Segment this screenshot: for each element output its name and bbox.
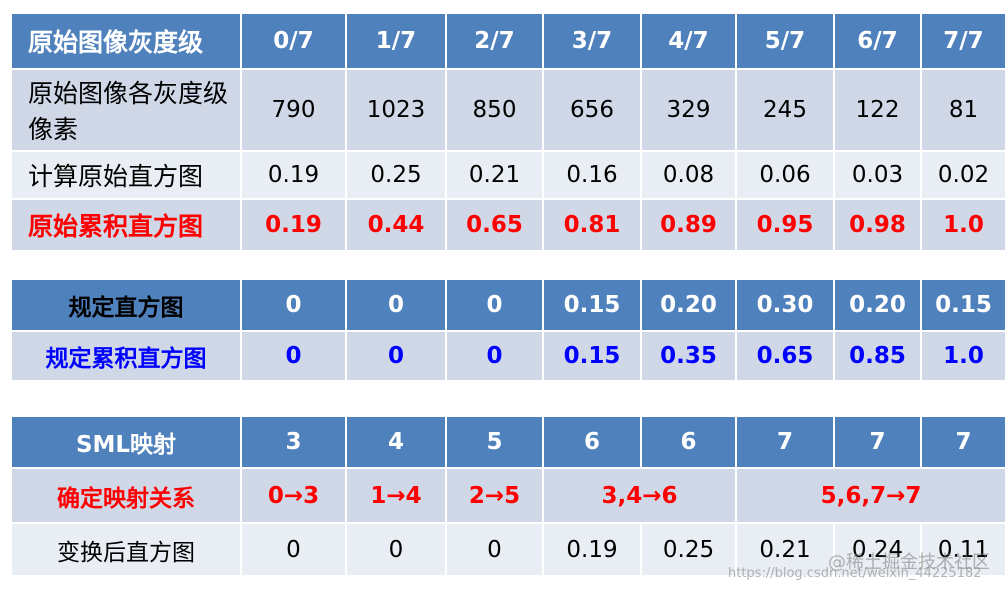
cell: 0 bbox=[240, 330, 347, 382]
cell: 0.21 bbox=[735, 522, 835, 577]
cell: 0.08 bbox=[640, 150, 737, 200]
cell: 0.98 bbox=[833, 198, 922, 252]
table: SML映射 3 4 5 6 6 7 7 7 确定映射关系 0→3 1→4 2→5 3,4→6 5,6,7→7… bbox=[10, 415, 1007, 577]
cell: 0.95 bbox=[735, 198, 835, 252]
cell: 0.15 bbox=[542, 278, 642, 332]
row-label: 原始图像各灰度级像素 bbox=[10, 68, 242, 152]
cell: 0.20 bbox=[640, 278, 737, 332]
cell: 4 bbox=[345, 415, 447, 469]
cell: 4/7 bbox=[640, 12, 737, 70]
cell: 7 bbox=[833, 415, 922, 469]
cell: 7 bbox=[920, 415, 1007, 469]
header-row: 原始图像灰度级 0/7 1/7 2/7 3/7 4/7 5/7 6/7 7/7 bbox=[10, 12, 1007, 70]
cell: 0.35 bbox=[640, 330, 737, 382]
row: 原始图像各灰度级像素 790 1023 850 656 329 245 122 81 bbox=[10, 68, 1007, 152]
cell: 0 bbox=[445, 522, 544, 577]
row-label: 计算原始直方图 bbox=[10, 150, 242, 200]
cell: 656 bbox=[542, 68, 642, 152]
cell: 0.20 bbox=[833, 278, 922, 332]
cell: 3,4→6 bbox=[542, 467, 737, 524]
cell: 6 bbox=[542, 415, 642, 469]
cell: 0.44 bbox=[345, 198, 447, 252]
cell: 122 bbox=[833, 68, 922, 152]
cell: 1023 bbox=[345, 68, 447, 152]
cell: 0/7 bbox=[240, 12, 347, 70]
watermark-site: @稀土掘金技术社区 bbox=[828, 552, 990, 573]
cell: 329 bbox=[640, 68, 737, 152]
cell: 0.15 bbox=[920, 278, 1007, 332]
cell: 0.30 bbox=[735, 278, 835, 332]
cell: 0.21 bbox=[445, 150, 544, 200]
cell: 0.19 bbox=[240, 150, 347, 200]
row-label: SML映射 bbox=[10, 415, 242, 469]
cell: 0 bbox=[240, 278, 347, 332]
cell: 0 bbox=[445, 278, 544, 332]
cell: 7 bbox=[735, 415, 835, 469]
row-label: 规定直方图 bbox=[10, 278, 242, 332]
cell: 5/7 bbox=[735, 12, 835, 70]
row: 计算原始直方图 0.19 0.25 0.21 0.16 0.08 0.06 0.03 0.02 bbox=[10, 150, 1007, 200]
cell: 0.25 bbox=[345, 150, 447, 200]
cell: 1/7 bbox=[345, 12, 447, 70]
cell: 0→3 bbox=[240, 467, 347, 524]
row: 规定累积直方图 0 0 0 0.15 0.35 0.65 0.85 1.0 bbox=[10, 330, 1007, 382]
row-label: 原始图像灰度级 bbox=[10, 12, 242, 70]
cell: 0.89 bbox=[640, 198, 737, 252]
cell: 0.11 bbox=[920, 522, 1007, 577]
cell: 850 bbox=[445, 68, 544, 152]
cell: 0.19 bbox=[542, 522, 642, 577]
row: 变换后直方图 0 0 0 0.19 0.25 0.21 0.24 0.11 bbox=[10, 522, 1007, 577]
cell: 3/7 bbox=[542, 12, 642, 70]
cell: 790 bbox=[240, 68, 347, 152]
cell: 0.25 bbox=[640, 522, 737, 577]
cell: 81 bbox=[920, 68, 1007, 152]
cell: 0.81 bbox=[542, 198, 642, 252]
cell: 7/7 bbox=[920, 12, 1007, 70]
cell: 3 bbox=[240, 415, 347, 469]
cell: 0.15 bbox=[542, 330, 642, 382]
cell: 6/7 bbox=[833, 12, 922, 70]
cell: 5 bbox=[445, 415, 544, 469]
row-label: 规定累积直方图 bbox=[10, 330, 242, 382]
cell: 0 bbox=[345, 330, 447, 382]
cell: 2→5 bbox=[445, 467, 544, 524]
cell: 0.65 bbox=[735, 330, 835, 382]
cell: 0.24 bbox=[833, 522, 922, 577]
cell: 0.16 bbox=[542, 150, 642, 200]
cell: 0 bbox=[345, 278, 447, 332]
cell: 0.19 bbox=[240, 198, 347, 252]
cell: 0.03 bbox=[833, 150, 922, 200]
header-row: 规定直方图 0 0 0 0.15 0.20 0.30 0.20 0.15 bbox=[10, 278, 1007, 332]
cell: 5,6,7→7 bbox=[735, 467, 1007, 524]
cell: 245 bbox=[735, 68, 835, 152]
table: 规定直方图 0 0 0 0.15 0.20 0.30 0.20 0.15 规定累积直方图 0 0 0 0.… bbox=[10, 278, 1007, 382]
row-label: 确定映射关系 bbox=[10, 467, 242, 524]
watermark-url: https://blog.csdn.net/weixin_44225182 bbox=[728, 566, 982, 581]
cell: 1→4 bbox=[345, 467, 447, 524]
row-label: 原始累积直方图 bbox=[10, 198, 242, 252]
row: 原始累积直方图 0.19 0.44 0.65 0.81 0.89 0.95 0.98 1.0 bbox=[10, 198, 1007, 252]
cell: 1.0 bbox=[920, 330, 1007, 382]
cell: 0.02 bbox=[920, 150, 1007, 200]
cell: 1.0 bbox=[920, 198, 1007, 252]
cell: 2/7 bbox=[445, 12, 544, 70]
cell: 0.85 bbox=[833, 330, 922, 382]
cell: 0 bbox=[345, 522, 447, 577]
table: 原始图像灰度级 0/7 1/7 2/7 3/7 4/7 5/7 6/7 7/7 原始图像各灰度级像… bbox=[10, 12, 1007, 252]
cell: 0.65 bbox=[445, 198, 544, 252]
cell: 0.06 bbox=[735, 150, 835, 200]
cell: 0 bbox=[240, 522, 347, 577]
cell: 6 bbox=[640, 415, 737, 469]
row: 确定映射关系 0→3 1→4 2→5 3,4→6 5,6,7→7 bbox=[10, 467, 1007, 524]
header-row: SML映射 3 4 5 6 6 7 7 7 bbox=[10, 415, 1007, 469]
cell: 0 bbox=[445, 330, 544, 382]
row-label: 变换后直方图 bbox=[10, 522, 242, 577]
